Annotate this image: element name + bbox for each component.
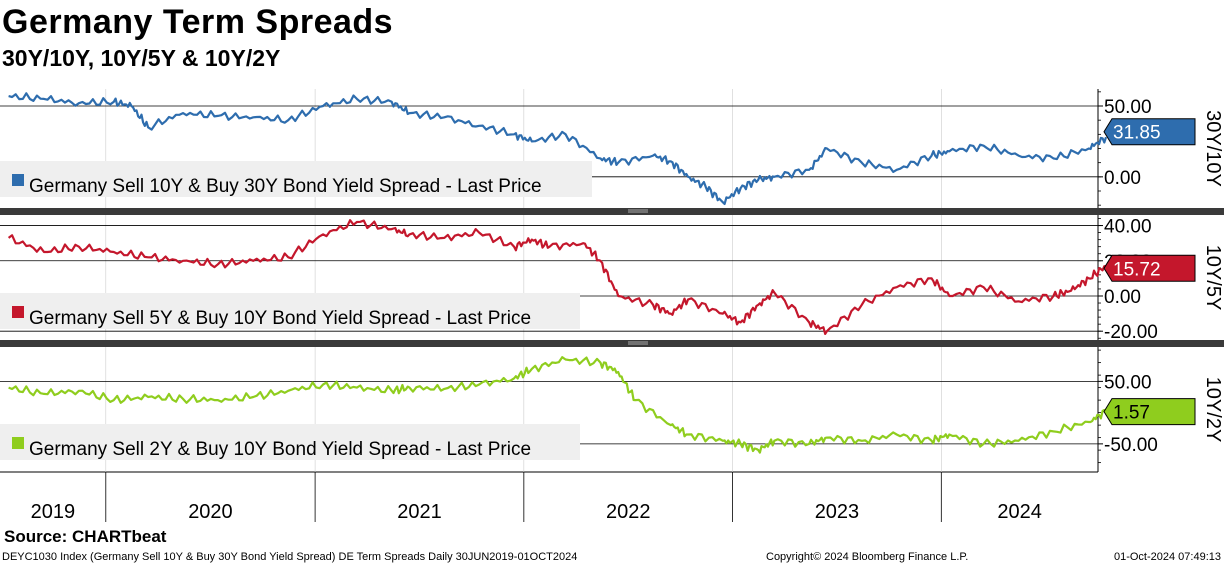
x-tick-label: 2020 — [188, 501, 233, 523]
x-tick-label: 2021 — [397, 501, 442, 523]
legend-box — [0, 424, 580, 460]
last-value-tag — [1103, 118, 1196, 146]
y-tick-label: 50.00 — [1104, 372, 1152, 393]
y-tick-label: 50.00 — [1104, 97, 1152, 118]
legend-label: Germany Sell 5Y & Buy 10Y Bond Yield Spr… — [29, 308, 531, 329]
last-value-label: 15.72 — [1113, 259, 1161, 280]
y-tick-label: 0.00 — [1104, 168, 1141, 189]
panel-divider — [0, 340, 1224, 347]
last-value-label: 1.57 — [1113, 403, 1150, 424]
x-tick-label: 2024 — [997, 501, 1042, 523]
legend-label: Germany Sell 2Y & Buy 10Y Bond Yield Spr… — [29, 439, 531, 460]
series-line — [8, 92, 1108, 206]
y-tick-label: -50.00 — [1104, 435, 1158, 456]
chart-subtitle: 30Y/10Y, 10Y/5Y & 10Y/2Y — [2, 45, 281, 71]
panel-divider — [0, 208, 1224, 215]
last-value-tag — [1103, 254, 1196, 282]
footer-description: DEYC1030 Index (Germany Sell 10Y & Buy 3… — [2, 551, 578, 563]
panel-label: 30Y/10Y — [1202, 110, 1224, 187]
x-tick-label: 2022 — [606, 501, 651, 523]
y-tick-label: 0.00 — [1104, 287, 1141, 308]
legend-swatch — [12, 174, 24, 186]
source-note: Source: CHARTbeat — [4, 527, 167, 546]
y-tick-label: -20.00 — [1104, 322, 1158, 343]
panel-label: 10Y/2Y — [1202, 377, 1224, 443]
series-line — [7, 219, 1107, 335]
x-tick-label: 2019 — [31, 501, 76, 523]
legend-swatch — [12, 437, 24, 449]
series-line — [8, 356, 1107, 454]
chart-title: Germany Term Spreads — [2, 3, 394, 41]
footer-copyright: Copyright© 2024 Bloomberg Finance L.P. — [766, 551, 969, 563]
x-tick-label: 2023 — [815, 501, 860, 523]
last-value-tag — [1103, 398, 1196, 426]
legend-box — [0, 161, 592, 197]
panel-label: 10Y/5Y — [1202, 245, 1224, 311]
legend-box — [0, 293, 580, 329]
legend-label: Germany Sell 10Y & Buy 30Y Bond Yield Sp… — [29, 176, 542, 197]
last-value-label: 31.85 — [1113, 123, 1161, 144]
y-tick-label: 40.00 — [1104, 217, 1152, 238]
legend-swatch — [12, 306, 24, 318]
footer-timestamp: 01-Oct-2024 07:49:13 — [1113, 551, 1221, 563]
